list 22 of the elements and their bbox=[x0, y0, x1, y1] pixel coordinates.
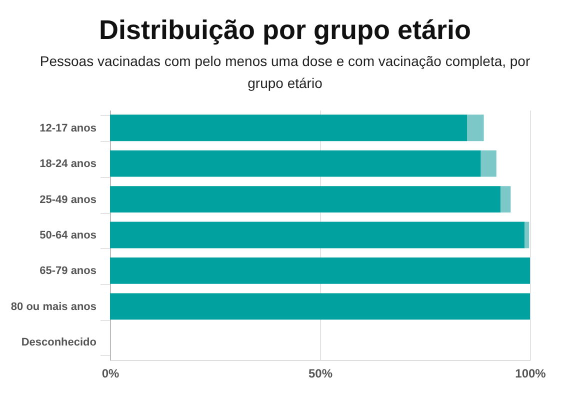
y-tick-label: 12-17 anos bbox=[40, 122, 96, 134]
chart-title: Distribuição por grupo etário bbox=[98, 15, 472, 45]
y-tick-label: 18-24 anos bbox=[40, 158, 96, 170]
y-tick-label: Desconhecido bbox=[21, 336, 97, 349]
chart-subtitle: Pessoas vacinadas com pelo menos uma dose e com vacinação completa, por grupo etário bbox=[40, 53, 530, 91]
bar bbox=[500, 186, 511, 212]
bar bbox=[110, 293, 530, 320]
y-tick-label: 50-64 anos bbox=[40, 230, 96, 242]
x-tick-label: 50% bbox=[308, 366, 333, 380]
bar bbox=[110, 114, 467, 142]
bar bbox=[110, 222, 525, 248]
x-tick-label: 100% bbox=[515, 366, 546, 380]
bar bbox=[110, 150, 481, 177]
bar bbox=[467, 114, 484, 142]
y-tick-label: 25-49 anos bbox=[40, 194, 96, 206]
bar bbox=[110, 186, 501, 212]
bar bbox=[480, 150, 496, 177]
y-tick-label: 80 ou mais anos bbox=[10, 300, 96, 313]
x-tick-label: 0% bbox=[102, 366, 120, 380]
bar bbox=[110, 258, 530, 284]
y-tick-label: 65-79 anos bbox=[40, 265, 96, 278]
bar bbox=[524, 222, 530, 248]
